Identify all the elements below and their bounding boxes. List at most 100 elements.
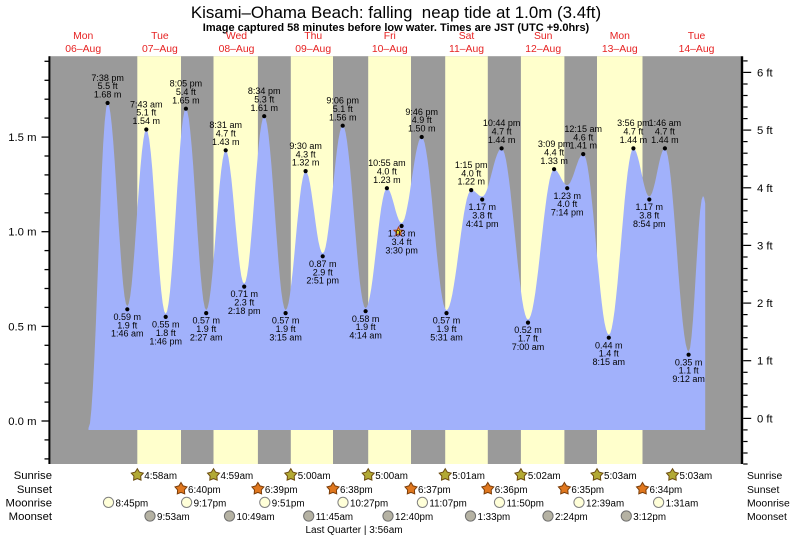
svg-text:1:46 am: 1:46 am xyxy=(649,118,682,128)
svg-text:1.0 m: 1.0 m xyxy=(8,227,36,239)
svg-text:2.9 ft: 2.9 ft xyxy=(313,267,334,277)
svg-text:5:00am: 5:00am xyxy=(298,471,331,482)
svg-text:1.44 m: 1.44 m xyxy=(651,135,679,145)
svg-text:2.3 ft: 2.3 ft xyxy=(234,298,255,308)
svg-text:3:15 am: 3:15 am xyxy=(269,333,302,343)
svg-text:1:33pm: 1:33pm xyxy=(478,512,511,523)
svg-text:8:31 am: 8:31 am xyxy=(209,120,242,130)
svg-text:10–Aug: 10–Aug xyxy=(372,44,408,55)
svg-text:1.68 m: 1.68 m xyxy=(94,90,122,100)
svg-text:4:58am: 4:58am xyxy=(144,471,177,482)
svg-text:1.5 m: 1.5 m xyxy=(8,132,36,144)
svg-text:2 ft: 2 ft xyxy=(757,298,774,310)
svg-text:9:51pm: 9:51pm xyxy=(272,498,305,509)
svg-text:4:59am: 4:59am xyxy=(221,471,254,482)
svg-text:0.71 m: 0.71 m xyxy=(230,289,258,299)
svg-text:1.22 m: 1.22 m xyxy=(457,177,485,187)
svg-text:4.7 ft: 4.7 ft xyxy=(655,127,676,137)
svg-text:3:30 pm: 3:30 pm xyxy=(385,245,418,255)
svg-text:Moonrise: Moonrise xyxy=(6,497,52,509)
svg-text:9:30 am: 9:30 am xyxy=(289,141,322,151)
svg-text:0.52 m: 0.52 m xyxy=(514,325,542,335)
svg-text:0.35 m: 0.35 m xyxy=(675,357,703,367)
svg-text:7:00 am: 7:00 am xyxy=(512,342,545,352)
svg-text:Kisami–Ohama Beach: falling n: Kisami–Ohama Beach: falling neap tide at… xyxy=(191,3,601,22)
svg-text:0 ft: 0 ft xyxy=(757,413,774,425)
svg-text:06–Aug: 06–Aug xyxy=(65,44,101,55)
svg-text:7:38 pm: 7:38 pm xyxy=(91,73,124,83)
svg-text:5:01am: 5:01am xyxy=(452,471,485,482)
svg-text:14–Aug: 14–Aug xyxy=(679,44,715,55)
svg-text:Sun: Sun xyxy=(534,31,553,42)
svg-text:12:15 am: 12:15 am xyxy=(564,124,602,134)
svg-text:1.33 m: 1.33 m xyxy=(540,156,568,166)
svg-text:5.5 ft: 5.5 ft xyxy=(98,81,119,91)
svg-text:3:09 pm: 3:09 pm xyxy=(538,139,571,149)
svg-text:3 ft: 3 ft xyxy=(757,240,774,252)
svg-text:9:46 pm: 9:46 pm xyxy=(405,107,438,117)
svg-text:5.4 ft: 5.4 ft xyxy=(176,87,197,97)
svg-text:4:14 am: 4:14 am xyxy=(349,331,382,341)
svg-text:Moonrise: Moonrise xyxy=(747,498,790,509)
svg-text:4.0 ft: 4.0 ft xyxy=(557,199,578,209)
svg-text:1.44 m: 1.44 m xyxy=(620,135,648,145)
svg-text:0.57 m: 0.57 m xyxy=(192,316,220,326)
svg-text:5:31 am: 5:31 am xyxy=(430,333,463,343)
svg-text:10:49am: 10:49am xyxy=(237,512,275,523)
svg-text:3:56 pm: 3:56 pm xyxy=(617,118,650,128)
svg-text:0.0 m: 0.0 m xyxy=(8,416,36,428)
svg-text:08–Aug: 08–Aug xyxy=(219,44,255,55)
svg-text:1.17 m: 1.17 m xyxy=(636,202,664,212)
svg-text:6:39pm: 6:39pm xyxy=(265,485,298,496)
svg-text:0.57 m: 0.57 m xyxy=(272,316,300,326)
svg-text:12:40pm: 12:40pm xyxy=(395,512,433,523)
svg-text:5.3 ft: 5.3 ft xyxy=(254,94,275,104)
svg-text:12–Aug: 12–Aug xyxy=(525,44,561,55)
svg-text:1.41 m: 1.41 m xyxy=(569,141,597,151)
svg-text:5:03am: 5:03am xyxy=(680,471,713,482)
svg-text:1:46 pm: 1:46 pm xyxy=(149,336,182,346)
svg-text:1:15 pm: 1:15 pm xyxy=(455,160,488,170)
svg-text:4.7 ft: 4.7 ft xyxy=(492,127,513,137)
svg-text:8:05 pm: 8:05 pm xyxy=(170,79,203,89)
svg-text:5:00am: 5:00am xyxy=(375,471,408,482)
svg-text:Mon: Mon xyxy=(73,31,93,42)
svg-text:1.17 m: 1.17 m xyxy=(468,202,496,212)
svg-text:0.58 m: 0.58 m xyxy=(352,314,380,324)
svg-text:4 ft: 4 ft xyxy=(757,183,774,195)
svg-text:6:37pm: 6:37pm xyxy=(418,485,451,496)
svg-text:07–Aug: 07–Aug xyxy=(142,44,178,55)
svg-text:4.7 ft: 4.7 ft xyxy=(623,127,644,137)
svg-text:5.1 ft: 5.1 ft xyxy=(333,104,354,114)
svg-text:4:41 pm: 4:41 pm xyxy=(466,219,499,229)
svg-text:12:39am: 12:39am xyxy=(586,498,624,509)
svg-text:Last Quarter | 3:56am: Last Quarter | 3:56am xyxy=(306,525,403,536)
svg-text:5 ft: 5 ft xyxy=(757,125,774,137)
svg-text:Sunset: Sunset xyxy=(747,485,779,496)
svg-text:1.9 ft: 1.9 ft xyxy=(276,324,297,334)
svg-text:Thu: Thu xyxy=(304,31,322,42)
svg-text:8:45pm: 8:45pm xyxy=(116,498,149,509)
svg-text:0.87 m: 0.87 m xyxy=(309,259,337,269)
svg-text:9:06 pm: 9:06 pm xyxy=(326,96,359,106)
svg-text:1.23 m: 1.23 m xyxy=(553,191,581,201)
svg-text:09–Aug: 09–Aug xyxy=(295,44,331,55)
svg-text:10:55 am: 10:55 am xyxy=(368,158,406,168)
svg-text:Moonset: Moonset xyxy=(9,511,53,523)
svg-text:3.8 ft: 3.8 ft xyxy=(639,211,660,221)
svg-text:1.03 m: 1.03 m xyxy=(388,229,416,239)
svg-text:Sunrise: Sunrise xyxy=(747,471,782,482)
svg-text:0.57 m: 0.57 m xyxy=(433,316,461,326)
svg-text:10:27pm: 10:27pm xyxy=(350,498,388,509)
svg-text:10:44 pm: 10:44 pm xyxy=(483,118,521,128)
svg-text:1.56 m: 1.56 m xyxy=(329,112,357,122)
svg-text:6:38pm: 6:38pm xyxy=(340,485,373,496)
svg-text:4.0 ft: 4.0 ft xyxy=(461,168,482,178)
svg-text:1.43 m: 1.43 m xyxy=(212,137,240,147)
svg-text:1.50 m: 1.50 m xyxy=(408,124,436,134)
svg-text:1.44 m: 1.44 m xyxy=(488,135,516,145)
svg-text:0.55 m: 0.55 m xyxy=(152,320,180,330)
svg-text:1.9 ft: 1.9 ft xyxy=(436,324,457,334)
svg-text:Sunrise: Sunrise xyxy=(14,470,52,482)
svg-text:2:24pm: 2:24pm xyxy=(555,512,588,523)
